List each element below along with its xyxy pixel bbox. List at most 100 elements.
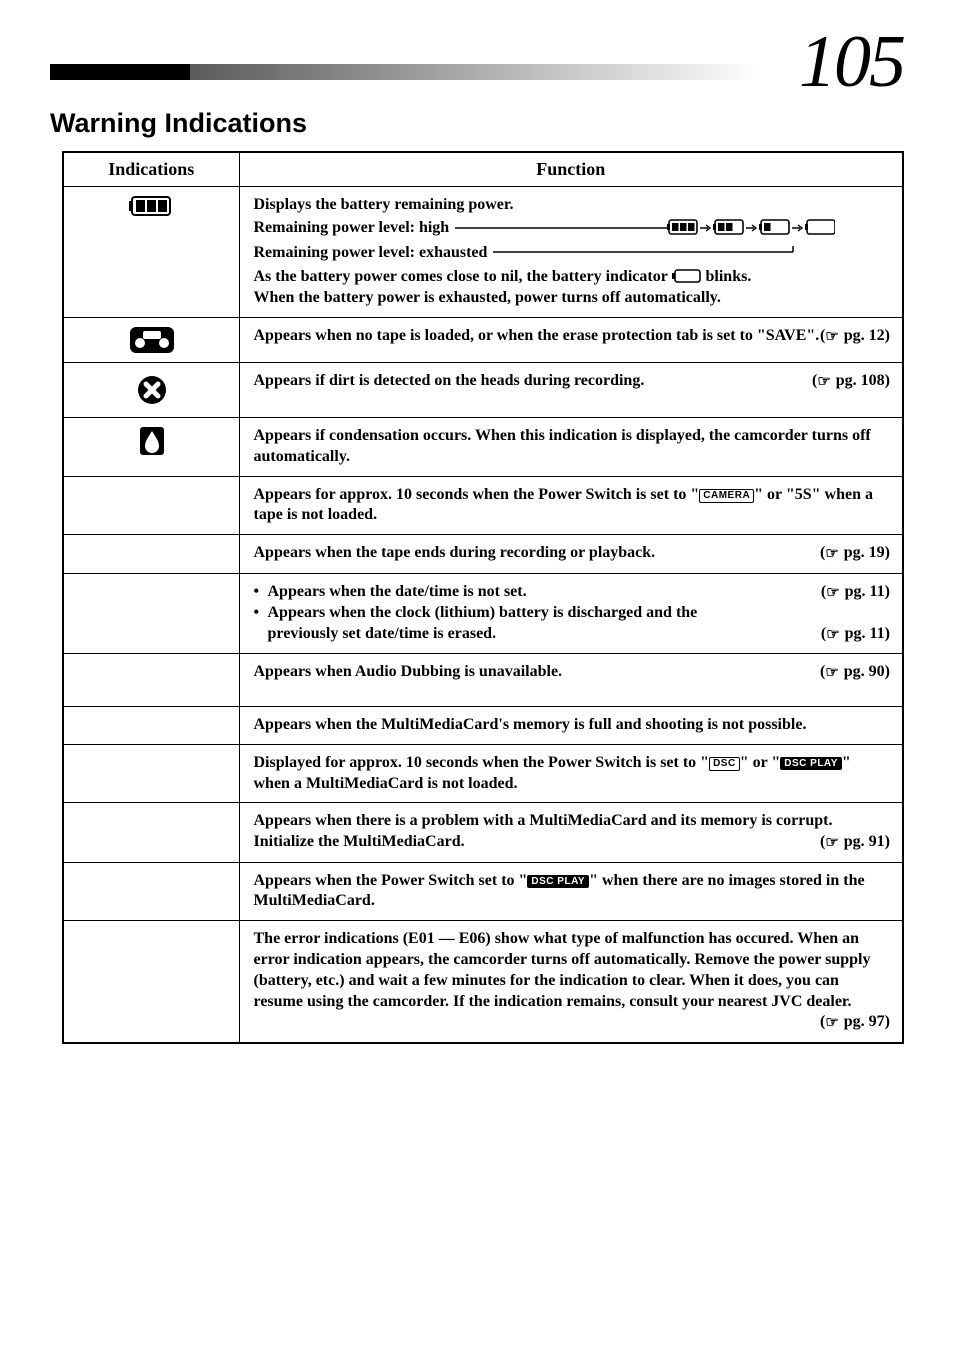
- function-memory-full: Appears when the MultiMediaCard's memory…: [239, 706, 903, 744]
- date-time-bullet-2b: (☞ pg. 11) previously set date/time is e…: [254, 624, 891, 646]
- x-circle-icon: [137, 375, 167, 405]
- indication-blank: [63, 803, 239, 862]
- indication-blank: [63, 535, 239, 574]
- battery-empty-inline-icon: [672, 269, 702, 283]
- date-time-b1-text: Appears when the date/time is not set.: [268, 583, 527, 600]
- droplet-icon: [139, 426, 165, 456]
- date-time-bullet-1: (☞ pg. 11) •Appears when the date/time i…: [254, 582, 891, 604]
- cassette-icon: [129, 326, 175, 354]
- header-function: Function: [239, 152, 903, 187]
- function-head-dirt: (☞ pg. 108) Appears if dirt is detected …: [239, 362, 903, 417]
- function-error-codes: The error indications (E01 — E06) show w…: [239, 921, 903, 1043]
- hand-icon: ☞: [826, 626, 839, 646]
- table-row: Displayed for approx. 10 seconds when th…: [63, 744, 903, 803]
- date-time-b2b-text: previously set date/time is erased.: [268, 625, 497, 642]
- page-ref: (☞ pg. 12): [820, 326, 890, 348]
- table-row: Appears when there is a problem with a M…: [63, 803, 903, 862]
- table-row: The error indications (E01 — E06) show w…: [63, 921, 903, 1043]
- bullet-icon: •: [254, 603, 268, 624]
- date-time-bullet-2a: •Appears when the clock (lithium) batter…: [254, 603, 891, 624]
- battery-level-diagram: [455, 218, 835, 238]
- header-bar-black: [50, 64, 190, 80]
- bullet-icon: •: [254, 582, 268, 603]
- section-title: Warning Indications: [50, 108, 954, 139]
- table-row: (☞ pg. 108) Appears if dirt is detected …: [63, 362, 903, 417]
- indication-blank: [63, 921, 239, 1043]
- page-ref: (☞ pg. 11): [821, 582, 890, 604]
- indication-head-dirt-icon: [63, 362, 239, 417]
- page-ref: (☞ pg. 97): [820, 1012, 890, 1034]
- indication-blank: [63, 573, 239, 654]
- camera-5s-text-a: Appears for approx. 10 seconds when the …: [254, 486, 700, 503]
- page-ref: (☞ pg. 11): [821, 624, 890, 646]
- table-row: Appears when the MultiMediaCard's memory…: [63, 706, 903, 744]
- indication-blank: [63, 862, 239, 921]
- function-initialize-card: Appears when there is a problem with a M…: [239, 803, 903, 862]
- battery-desc-line1: Displays the battery remaining power.: [254, 195, 891, 216]
- hand-icon: ☞: [825, 664, 838, 684]
- audio-dubbing-text: Appears when Audio Dubbing is unavailabl…: [254, 663, 563, 680]
- indication-blank: [63, 706, 239, 744]
- table-row: Appears when the Power Switch set to "DS…: [63, 862, 903, 921]
- memory-full-text: Appears when the MultiMediaCard's memory…: [254, 716, 807, 733]
- table-row: Displays the battery remaining power. Re…: [63, 187, 903, 318]
- battery-blink-text-a: As the battery power comes close to nil,…: [254, 268, 668, 285]
- function-condensation: Appears if condensation occurs. When thi…: [239, 417, 903, 476]
- indication-blank: [63, 476, 239, 535]
- tape-end-text: Appears when the tape ends during record…: [254, 544, 656, 561]
- header-indications: Indications: [63, 152, 239, 187]
- no-tape-text: Appears when no tape is loaded, or when …: [254, 327, 820, 344]
- condensation-text: Appears if condensation occurs. When thi…: [254, 427, 871, 465]
- table-row: (☞ pg. 90) Appears when Audio Dubbing is…: [63, 654, 903, 707]
- function-dsc-no-card: Displayed for approx. 10 seconds when th…: [239, 744, 903, 803]
- warning-indications-table: Indications Function Displays the batter…: [62, 151, 904, 1044]
- hand-icon: ☞: [825, 834, 838, 854]
- error-codes-text: The error indications (E01 — E06) show w…: [254, 930, 871, 1009]
- page-ref: (☞ pg. 91): [820, 832, 890, 854]
- dsc-no-card-a: Displayed for approx. 10 seconds when th…: [254, 754, 710, 771]
- dsc-play-mode-box: DSC PLAY: [527, 875, 589, 888]
- dsc-no-card-b: " or ": [740, 754, 781, 771]
- indication-battery-icon: [63, 187, 239, 318]
- table-row: (☞ pg. 11) •Appears when the date/time i…: [63, 573, 903, 654]
- indication-blank: [63, 744, 239, 803]
- table-row: Appears if condensation occurs. When thi…: [63, 417, 903, 476]
- battery-level-exhausted-row: Remaining power level: exhausted: [254, 243, 891, 264]
- battery-exhausted-label: Remaining power level: exhausted: [254, 244, 488, 261]
- battery-blink-text-b: blinks.: [706, 268, 752, 285]
- table-row: Appears for approx. 10 seconds when the …: [63, 476, 903, 535]
- page-ref: (☞ pg. 19): [820, 543, 890, 565]
- hand-icon: ☞: [825, 328, 838, 348]
- battery-level-high-row: Remaining power level: high: [254, 218, 891, 239]
- indication-condensation-icon: [63, 417, 239, 476]
- battery-desc-line4: When the battery power is exhausted, pow…: [254, 288, 891, 309]
- page-header-bar: 105: [0, 20, 954, 108]
- camera-mode-box: CAMERA: [699, 489, 754, 503]
- indication-blank: [63, 654, 239, 707]
- function-audio-dubbing: (☞ pg. 90) Appears when Audio Dubbing is…: [239, 654, 903, 707]
- hand-icon: ☞: [825, 1014, 838, 1034]
- dsc-mode-box: DSC: [709, 757, 740, 771]
- page-ref: (☞ pg. 108): [812, 371, 890, 393]
- battery-exhausted-line: [493, 246, 803, 260]
- table-header-row: Indications Function: [63, 152, 903, 187]
- function-tape-end: (☞ pg. 19) Appears when the tape ends du…: [239, 535, 903, 574]
- table-row: Appears when no tape is loaded, or when …: [63, 317, 903, 362]
- function-no-tape: Appears when no tape is loaded, or when …: [239, 317, 903, 362]
- battery-full-icon: [129, 195, 175, 217]
- hand-icon: ☞: [817, 373, 830, 393]
- hand-icon: ☞: [825, 545, 838, 565]
- indication-cassette-icon: [63, 317, 239, 362]
- function-camera-5s: Appears for approx. 10 seconds when the …: [239, 476, 903, 535]
- battery-high-label: Remaining power level: high: [254, 219, 450, 236]
- hand-icon: ☞: [826, 584, 839, 604]
- header-bar-gradient: [190, 64, 760, 80]
- date-time-b2a-text: Appears when the clock (lithium) battery…: [268, 604, 698, 621]
- no-images-a: Appears when the Power Switch set to ": [254, 872, 528, 889]
- initialize-card-text: Appears when there is a problem with a M…: [254, 812, 833, 850]
- head-dirt-text: Appears if dirt is detected on the heads…: [254, 372, 645, 389]
- page-ref: (☞ pg. 90): [820, 662, 890, 684]
- function-date-time: (☞ pg. 11) •Appears when the date/time i…: [239, 573, 903, 654]
- table-row: (☞ pg. 19) Appears when the tape ends du…: [63, 535, 903, 574]
- battery-desc-line3: As the battery power comes close to nil,…: [254, 267, 891, 288]
